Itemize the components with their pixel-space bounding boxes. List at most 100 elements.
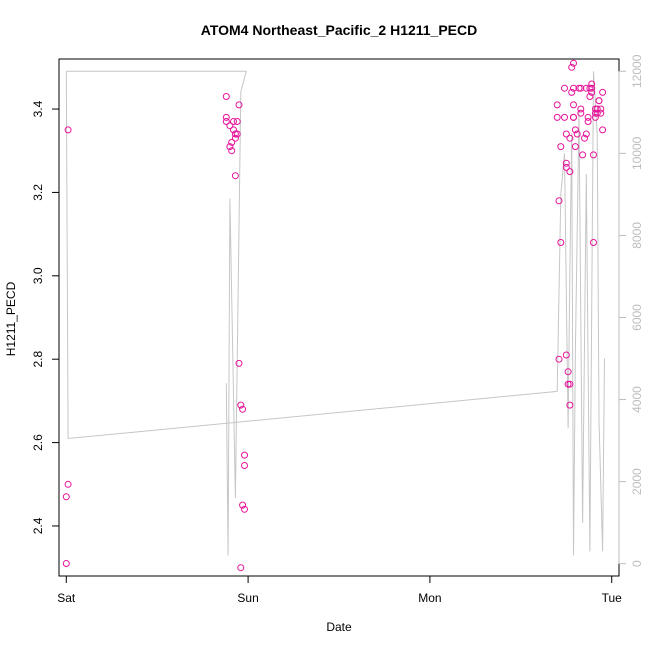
x-tick-label: Mon [418,591,441,605]
data-point [564,368,572,376]
data-point [566,168,574,176]
data-point [235,359,243,367]
data-point [568,63,576,71]
data-point [581,134,588,142]
right-y-axis: 0 2000 4000 6000 8000 10000 12000 [618,54,644,567]
data-point [561,84,568,92]
data-point [591,113,599,121]
data-point [62,493,70,501]
data-point [555,197,563,205]
data-point [230,118,237,125]
data-point [239,501,247,509]
data-point [222,113,230,121]
y-tick-label: 2.4 [31,517,45,534]
data-point [226,122,234,130]
data-point [566,401,574,409]
y2-tick-label: 6000 [630,304,644,331]
data-point [582,130,590,138]
data-point [553,113,561,121]
y-tick-label: 2.8 [31,351,45,368]
data-point [597,105,605,113]
data-point [553,101,561,109]
data-point [570,113,577,121]
data-point [562,130,570,138]
data-point [62,560,70,567]
data-point [241,462,248,469]
data-point [231,172,239,180]
data-point [230,126,237,134]
data-point [588,80,596,88]
data-point [562,163,570,171]
data-point [595,97,603,105]
data-point [573,130,581,138]
data-point [562,351,570,359]
x-tick-label: Tue [602,591,623,605]
chart-title: ATOM4 Northeast_Pacific_2 H1211_PECD [201,22,478,38]
data-point [590,239,597,246]
data-point [233,118,241,125]
data-point [222,93,230,100]
altitude-line-2 [66,70,247,556]
y2-tick-label: 2000 [630,468,644,495]
data-point [557,143,565,151]
y2-tick-label: 4000 [630,386,644,413]
data-point [233,130,241,138]
data-point [557,239,565,246]
y-axis-label: H1211_PECD [4,281,18,356]
data-point [568,88,576,96]
y2-tick-label: 0 [630,560,644,567]
data-point [235,101,243,109]
data-point [593,105,601,113]
data-point [571,126,579,134]
data-point [222,118,230,125]
data-point [237,401,245,409]
x-axis-label: Date [326,620,352,634]
data-point [555,355,563,363]
data-point [582,84,590,92]
data-point [561,113,568,121]
x-axis: Sat Sun Mon Tue [57,575,623,605]
y2-tick-label: 8000 [630,222,644,249]
data-point [588,84,596,92]
data-point [599,126,607,134]
data-point [562,159,570,167]
data-point [593,109,601,117]
data-point [577,109,585,117]
data-point [570,101,577,109]
y-tick-label: 3.0 [31,267,45,284]
y2-tick-label: 10000 [630,136,644,170]
data-point [571,143,579,151]
data-point [584,113,592,121]
data-point [597,109,605,117]
x-tick-label: Sat [57,591,76,605]
data-point [570,59,577,67]
data-point [226,143,234,151]
data-point [584,118,592,125]
data-point [241,505,248,513]
y-tick-label: 3.2 [31,184,45,201]
data-point [241,451,248,459]
data-point [566,380,574,388]
data-point [577,105,585,113]
x-tick-label: Sun [237,591,258,605]
data-point [228,147,236,155]
y2-tick-label: 12000 [630,54,644,88]
altitude-lines [65,70,605,556]
data-point [599,88,607,96]
data-point [566,134,574,142]
data-point [586,93,594,100]
y-axis: 2.4 2.6 2.8 3.0 3.2 3.4 [31,100,60,534]
y-tick-label: 2.6 [31,434,45,451]
altitude-line-1 [65,71,605,556]
data-point [239,405,247,413]
data-point [579,151,587,159]
data-point [588,88,596,96]
data-point [228,138,236,146]
data-point [590,151,597,159]
y-tick-label: 3.4 [31,100,45,117]
data-points [62,59,607,572]
data-point [231,134,239,142]
data-point [237,564,245,572]
